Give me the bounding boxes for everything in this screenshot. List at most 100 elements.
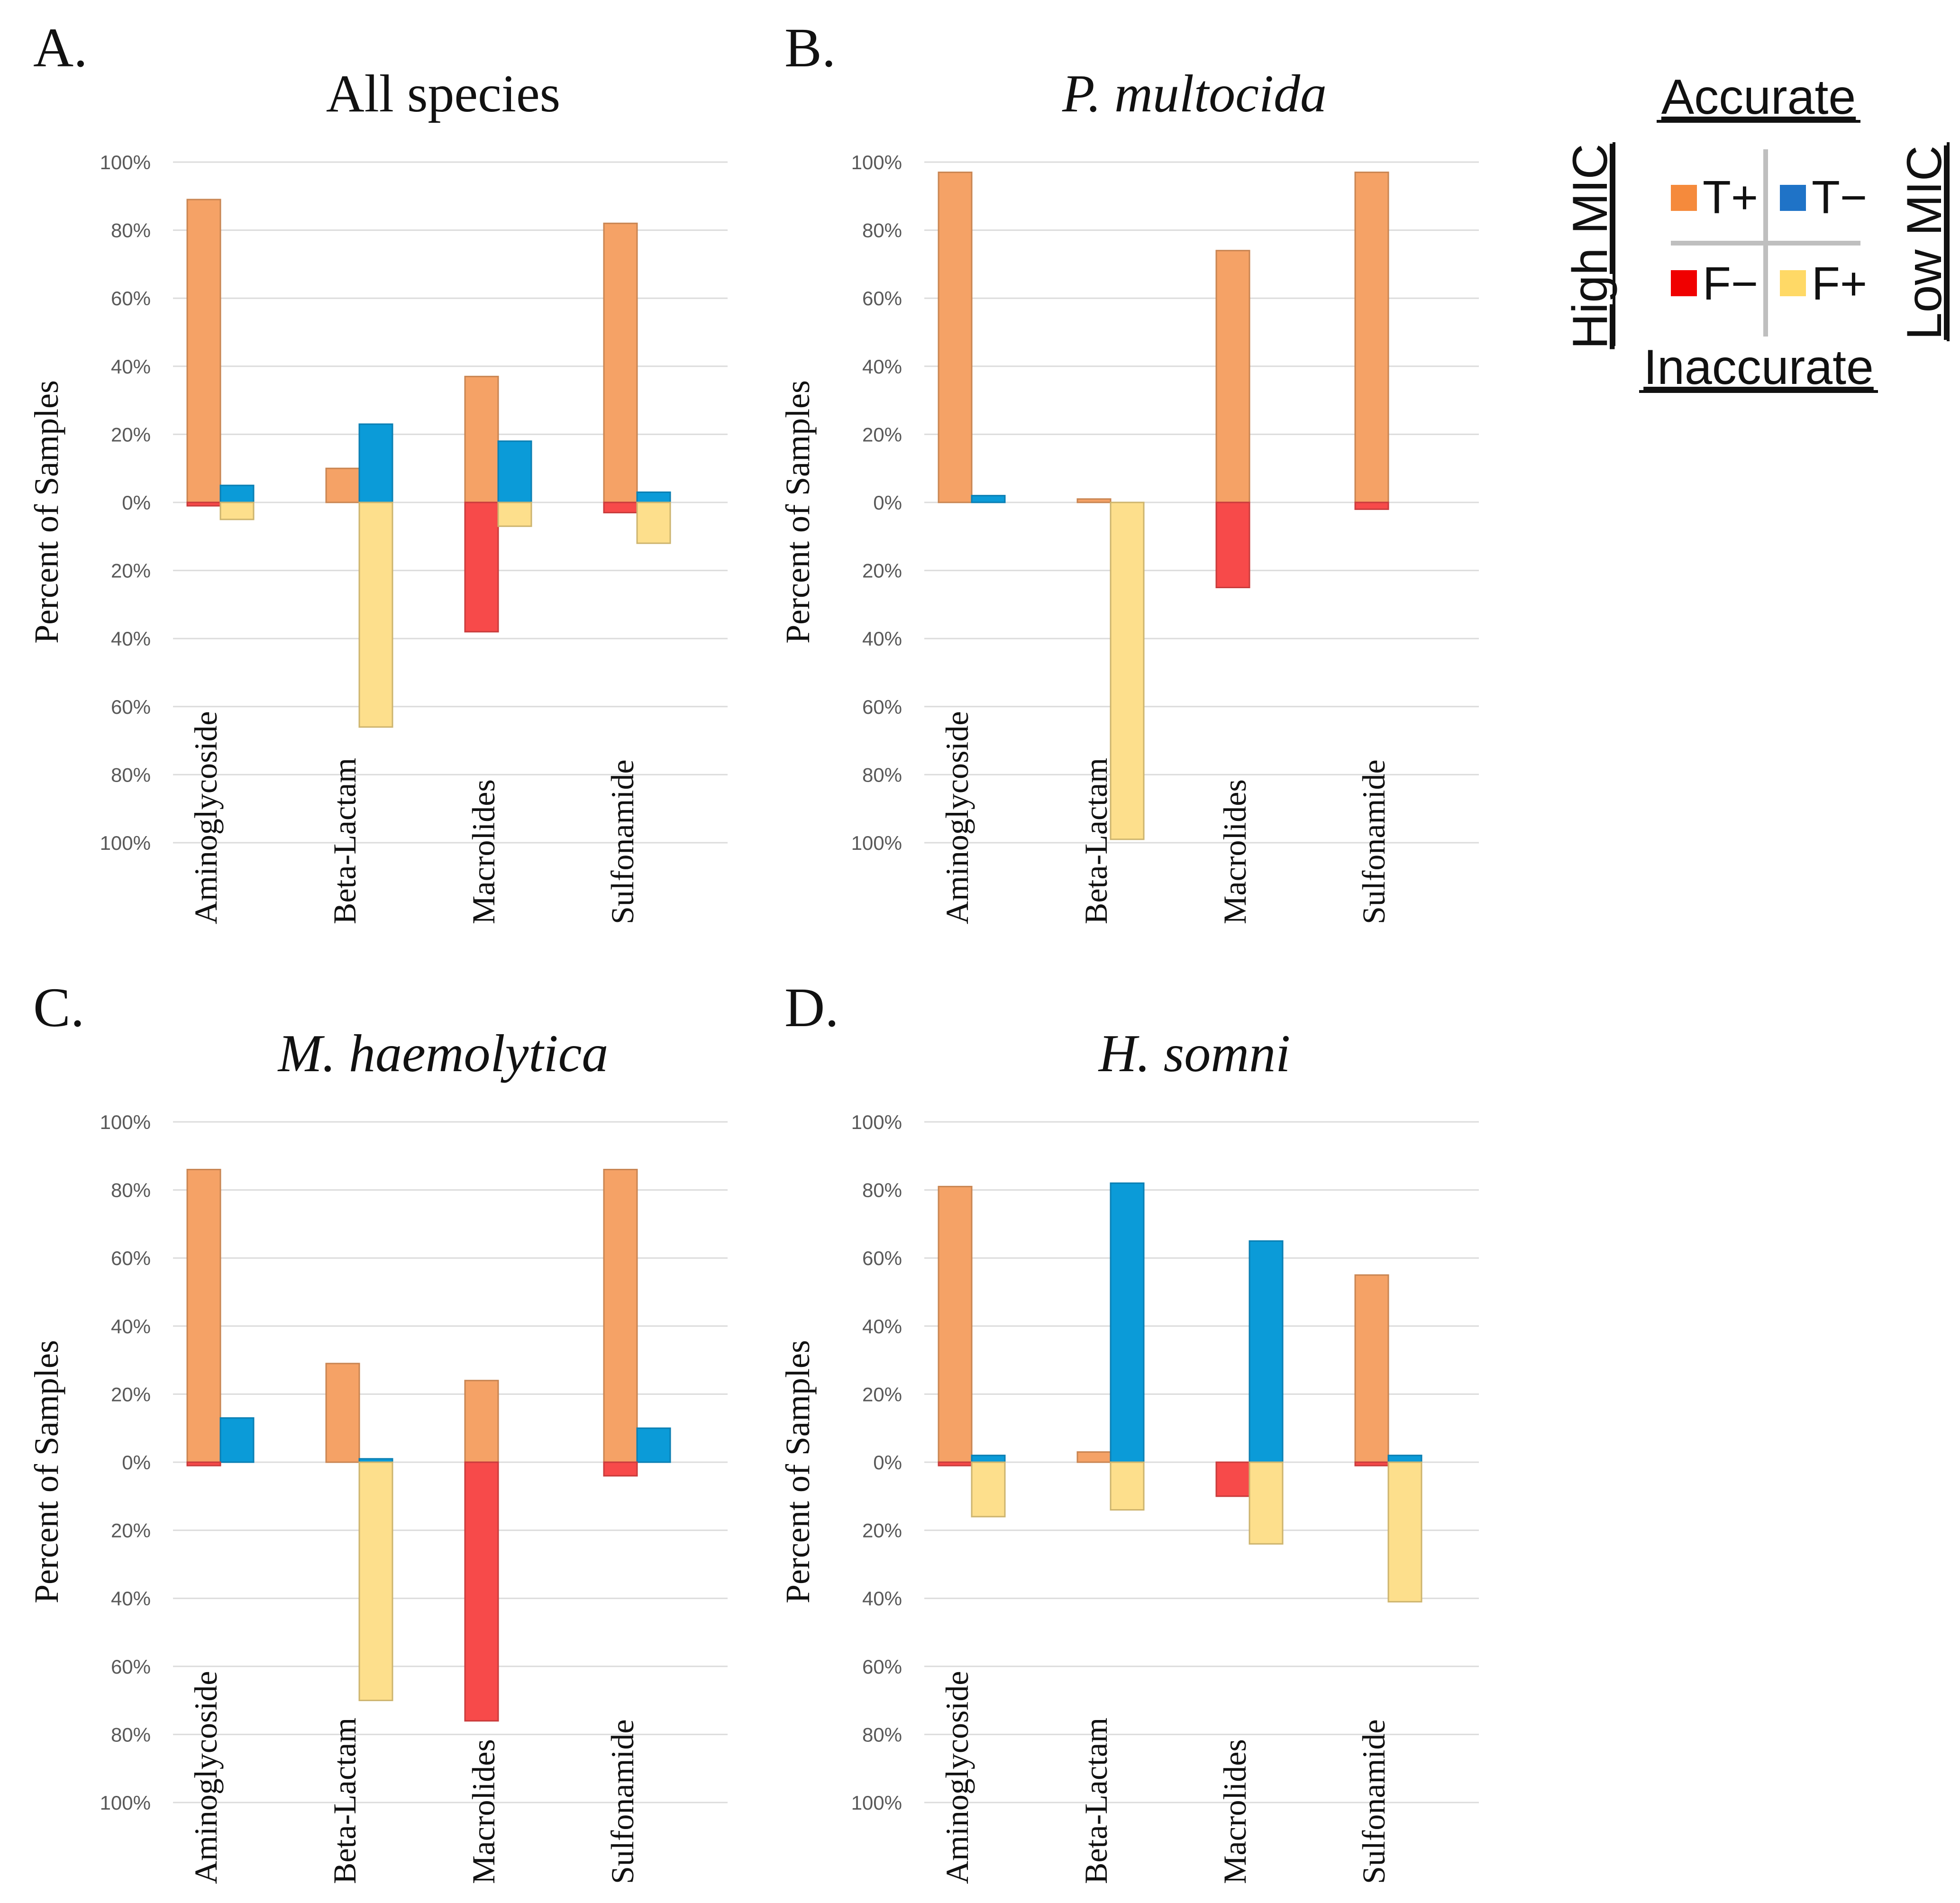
bar-tp <box>1215 250 1250 503</box>
y-tick-label: 80% <box>862 219 902 242</box>
chart-panel-2: B. P. multocida 100% 80% 60% 40% 20% 0% 20% 40% 60… <box>779 17 1479 924</box>
panel-letter: D. <box>784 976 839 1038</box>
bar-fp <box>1110 501 1145 840</box>
y-tick-label: 20% <box>111 423 151 446</box>
y-axis-title: Percent of Samples <box>779 1340 817 1603</box>
y-tick-label: 60% <box>862 1656 902 1678</box>
legend-left-label: High MIC <box>1563 144 1618 349</box>
chart-panel-4: D. H. somni 100% 80% 60% 40% 20% 0% 20% 40% 60% 80%… <box>779 976 1479 1884</box>
bar-fp <box>497 501 532 527</box>
panel-title: All species <box>326 64 561 123</box>
y-tick-label: 40% <box>111 1587 151 1610</box>
legend-label-tn: T− <box>1812 171 1867 223</box>
y-tick-label: 40% <box>862 1315 902 1338</box>
category-label: Aminoglycoside <box>939 711 975 924</box>
bar-fp <box>636 501 671 544</box>
y-tick-label: 80% <box>111 219 151 242</box>
bar-tn <box>971 495 1006 503</box>
bar-fp <box>1249 1461 1284 1545</box>
y-tick-label: 60% <box>111 1656 151 1678</box>
y-tick-label: 80% <box>111 764 151 786</box>
bar-fp <box>1387 1461 1422 1603</box>
bar-tp <box>186 1169 221 1463</box>
category-label: Beta-Lactam <box>1078 1718 1114 1884</box>
legend-swatch-tp <box>1671 185 1697 211</box>
legend-right-label: Low MIC <box>1897 146 1952 340</box>
y-tick-label: 100% <box>100 832 151 854</box>
category-label: Aminoglycoside <box>188 711 224 924</box>
legend-swatch-fn <box>1671 270 1697 296</box>
y-axis-title: Percent of Samples <box>779 380 817 644</box>
y-tick-label: 40% <box>111 355 151 378</box>
y-tick-label: 20% <box>111 560 151 582</box>
bar-tn <box>636 1427 671 1463</box>
bar-fn <box>464 1461 499 1722</box>
category-label: Beta-Lactam <box>327 1718 363 1884</box>
y-tick-label: 80% <box>111 1723 151 1746</box>
bar-tp <box>464 1380 499 1463</box>
bar-fp <box>219 501 255 520</box>
legend: Accurate Inaccurate High MIC Low MIC T+ T− F− F… <box>1563 70 1952 395</box>
y-tick-label: 20% <box>862 1520 902 1542</box>
category-label: Macrolides <box>1217 779 1253 924</box>
bar-tn <box>1387 1455 1422 1463</box>
panel-title: M. haemolytica <box>277 1024 609 1083</box>
category-label: Sulfonamide <box>1356 1719 1392 1884</box>
bar-tp <box>1076 1451 1112 1463</box>
bar-fn <box>603 1461 638 1477</box>
legend-label-fn: F− <box>1703 257 1758 310</box>
y-tick-label: 80% <box>111 1179 151 1202</box>
bar-fn <box>186 501 221 507</box>
bar-tn <box>219 1417 255 1463</box>
y-tick-label: 100% <box>100 1792 151 1814</box>
category-label: Beta-Lactam <box>1078 758 1114 924</box>
bar-tp <box>464 375 499 503</box>
legend-top-label: Accurate <box>1661 70 1856 125</box>
chart-panel-1: A. All species 100% 80% 60% 40% 20% 0% 20% 40% 60%… <box>27 17 728 924</box>
y-tick-label: 80% <box>862 1179 902 1202</box>
y-tick-label: 80% <box>862 1723 902 1746</box>
category-label: Sulfonamide <box>604 1719 640 1884</box>
bar-tp <box>186 199 221 503</box>
y-tick-label: 60% <box>862 1247 902 1269</box>
bar-tp <box>1354 1274 1389 1463</box>
legend-label-fp: F+ <box>1812 257 1867 310</box>
y-tick-label: 20% <box>862 560 902 582</box>
y-tick-label: 40% <box>862 628 902 650</box>
legend-swatch-fp <box>1780 270 1806 296</box>
y-tick-label: 0% <box>122 1451 151 1474</box>
bar-tn <box>1110 1182 1145 1463</box>
category-label: Macrolides <box>1217 1739 1253 1884</box>
panel-letter: B. <box>784 17 836 79</box>
bar-fp <box>358 501 393 728</box>
bar-tp <box>938 1185 973 1463</box>
bar-fn <box>1215 1461 1250 1497</box>
category-label: Aminoglycoside <box>939 1671 975 1884</box>
bar-fn <box>1215 501 1250 588</box>
y-axis-title: Percent of Samples <box>27 1340 65 1603</box>
y-tick-label: 100% <box>851 151 902 173</box>
y-tick-label: 80% <box>862 764 902 786</box>
bar-tn <box>636 491 671 503</box>
bar-tn <box>971 1455 1006 1463</box>
y-tick-label: 0% <box>873 492 902 514</box>
category-label: Aminoglycoside <box>188 1671 224 1884</box>
bar-fn <box>603 501 638 514</box>
y-tick-label: 60% <box>111 1247 151 1269</box>
bar-fp <box>358 1461 393 1702</box>
bar-fp <box>1110 1461 1145 1511</box>
bar-tp <box>325 1363 360 1463</box>
panel-title: P. multocida <box>1062 64 1327 123</box>
category-label: Beta-Lactam <box>327 758 363 924</box>
y-tick-label: 40% <box>111 1315 151 1338</box>
bar-fn <box>1354 1461 1389 1466</box>
panel-title: H. somni <box>1098 1024 1290 1083</box>
y-tick-label: 100% <box>851 832 902 854</box>
y-tick-label: 0% <box>122 492 151 514</box>
bar-fn <box>1354 501 1389 510</box>
y-tick-label: 20% <box>862 1383 902 1405</box>
bar-tn <box>497 440 532 503</box>
bar-tn <box>219 484 255 503</box>
bar-tn <box>358 423 393 503</box>
